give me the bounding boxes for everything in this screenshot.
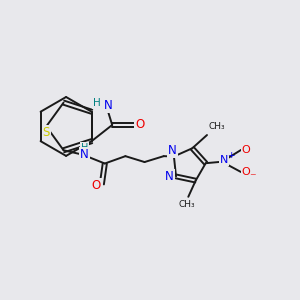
Text: +: + <box>228 151 235 160</box>
Text: N: N <box>104 99 113 112</box>
Text: O: O <box>242 145 250 155</box>
Text: N: N <box>165 170 174 183</box>
Text: N: N <box>168 144 177 157</box>
Text: N: N <box>80 148 88 161</box>
Text: N: N <box>220 155 228 165</box>
Text: ⁻: ⁻ <box>249 171 256 184</box>
Text: H: H <box>93 98 101 108</box>
Text: S: S <box>43 126 50 140</box>
Text: O: O <box>91 179 101 192</box>
Text: O: O <box>242 167 250 177</box>
Text: H: H <box>80 143 88 153</box>
Text: CH₃: CH₃ <box>208 122 225 131</box>
Text: CH₃: CH₃ <box>178 200 195 209</box>
Text: O: O <box>135 118 144 131</box>
